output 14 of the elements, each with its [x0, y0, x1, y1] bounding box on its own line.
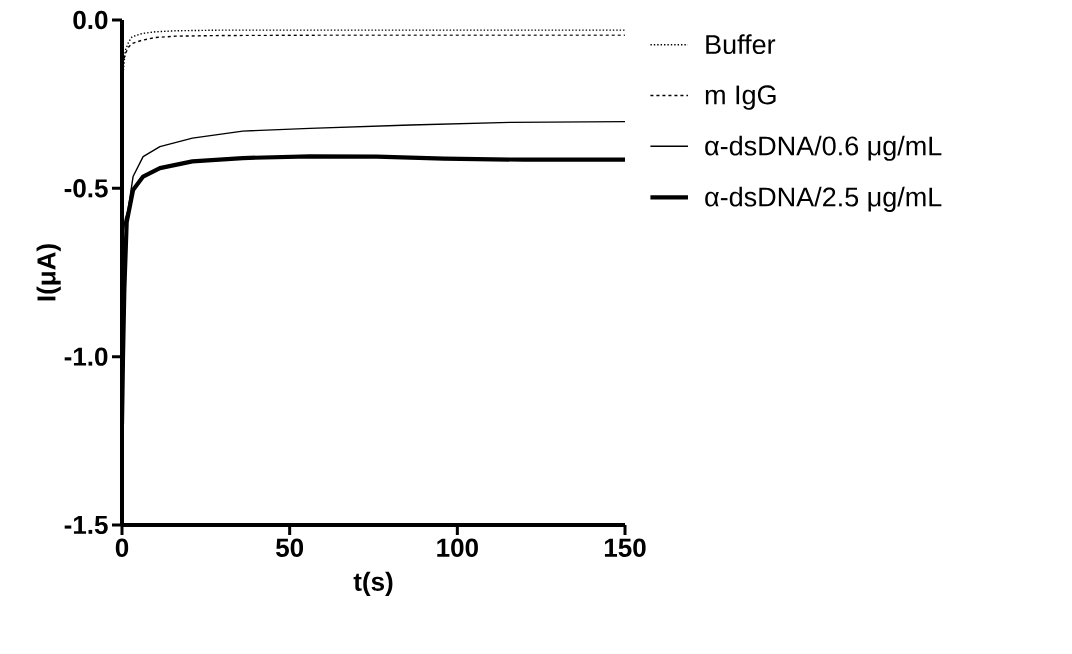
legend-label: Buffer	[706, 34, 776, 55]
legend-label: α-dsDNA/0.6 μg/mL	[705, 135, 942, 161]
y-tick-label: -0.5	[64, 179, 108, 198]
x-tick-label: 150	[604, 538, 646, 557]
y-tick-label: -1.0	[64, 347, 108, 366]
legend-label: m IgG	[705, 85, 776, 110]
x-axis-title: t(s)	[353, 571, 393, 597]
y-tick-label: 0.0	[73, 10, 108, 30]
x-tick-label: 100	[437, 538, 478, 557]
x-tick-label: 0	[115, 538, 129, 557]
legend-label: α-dsDNA/2.5 μg/mL	[705, 186, 942, 212]
y-axis-title: I(μA)	[36, 244, 61, 301]
x-tick-label: 50	[276, 538, 304, 557]
y-tick-label: -1.5	[64, 515, 108, 535]
